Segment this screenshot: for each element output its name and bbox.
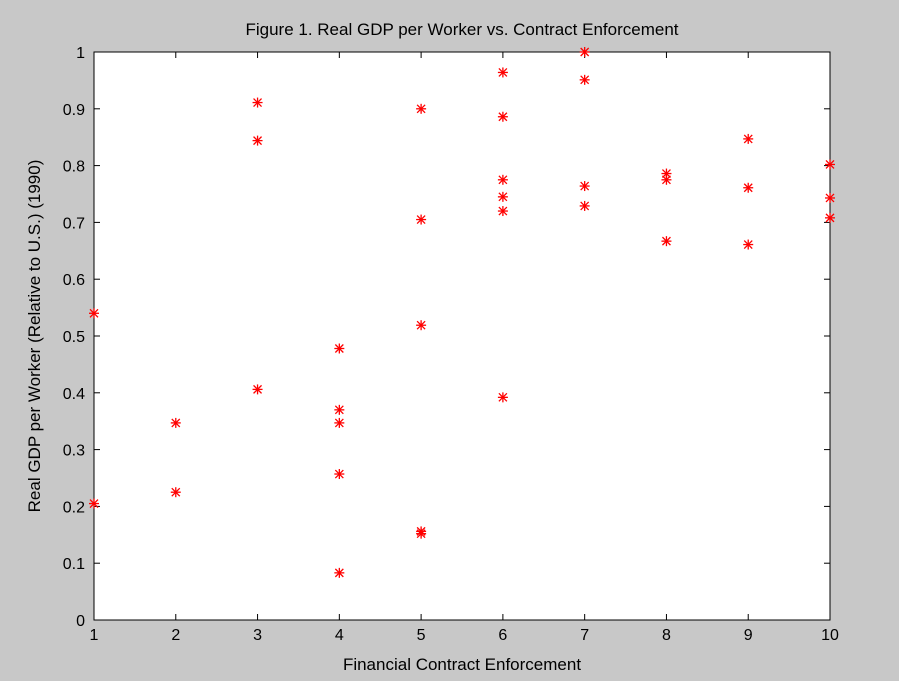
data-point <box>170 417 181 428</box>
data-point <box>579 200 590 211</box>
data-point <box>825 192 835 203</box>
data-point <box>579 74 590 85</box>
y-tick-label: 0.5 <box>63 329 85 346</box>
y-tick-label: 0.4 <box>63 386 85 403</box>
data-point <box>334 343 345 354</box>
data-point <box>416 103 427 114</box>
x-tick-label: 3 <box>253 627 262 644</box>
y-axis-ticks: 0 0.1 0.2 0.3 0.4 0.5 0.6 0.7 0.8 0.9 1 <box>63 45 830 630</box>
plot-area <box>93 51 831 621</box>
y-tick-label: 0.8 <box>63 159 85 176</box>
data-point <box>252 97 263 108</box>
data-point <box>334 417 345 428</box>
data-point <box>825 159 835 170</box>
data-point <box>661 174 672 185</box>
x-tick-label: 5 <box>417 627 426 644</box>
y-tick-label: 0.9 <box>63 102 85 119</box>
x-tick-label: 7 <box>580 627 589 644</box>
y-tick-label: 0 <box>76 613 85 630</box>
data-point <box>743 182 754 193</box>
x-tick-label: 2 <box>171 627 180 644</box>
data-point <box>497 392 508 403</box>
data-point <box>416 320 427 331</box>
y-tick-label: 0.2 <box>63 499 85 516</box>
data-point <box>416 214 427 225</box>
data-point <box>334 567 345 578</box>
data-point <box>416 528 427 539</box>
y-tick-label: 1 <box>76 45 85 62</box>
data-point <box>497 206 508 217</box>
data-point <box>170 487 181 498</box>
x-tick-label: 8 <box>662 627 671 644</box>
data-point <box>743 133 754 144</box>
x-axis-label: Financial Contract Enforcement <box>343 655 581 674</box>
x-tick-label: 10 <box>821 627 839 644</box>
data-point <box>825 212 835 223</box>
data-point <box>334 469 345 480</box>
x-tick-label: 1 <box>90 627 99 644</box>
data-point <box>252 135 263 146</box>
data-point <box>497 191 508 202</box>
data-point <box>252 384 263 395</box>
x-tick-label: 6 <box>498 627 507 644</box>
x-tick-label: 9 <box>744 627 753 644</box>
x-axis-ticks: 1 2 3 4 5 6 7 8 9 10 <box>90 52 839 644</box>
data-point <box>497 67 508 78</box>
data-point <box>334 404 345 415</box>
y-axis-label: Real GDP per Worker (Relative to U.S.) (… <box>25 160 44 513</box>
data-point <box>661 236 672 247</box>
data-points <box>89 47 835 578</box>
data-point <box>89 308 99 319</box>
x-tick-label: 4 <box>335 627 344 644</box>
data-point <box>497 111 508 122</box>
data-point <box>89 498 99 509</box>
data-point <box>579 47 590 57</box>
y-tick-label: 0.1 <box>63 556 85 573</box>
data-point <box>579 181 590 192</box>
data-point <box>497 174 508 185</box>
y-tick-label: 0.7 <box>63 215 85 232</box>
chart-title: Figure 1. Real GDP per Worker vs. Contra… <box>245 20 678 39</box>
y-tick-label: 0.6 <box>63 272 85 289</box>
y-tick-label: 0.3 <box>63 443 85 460</box>
data-point <box>743 239 754 250</box>
